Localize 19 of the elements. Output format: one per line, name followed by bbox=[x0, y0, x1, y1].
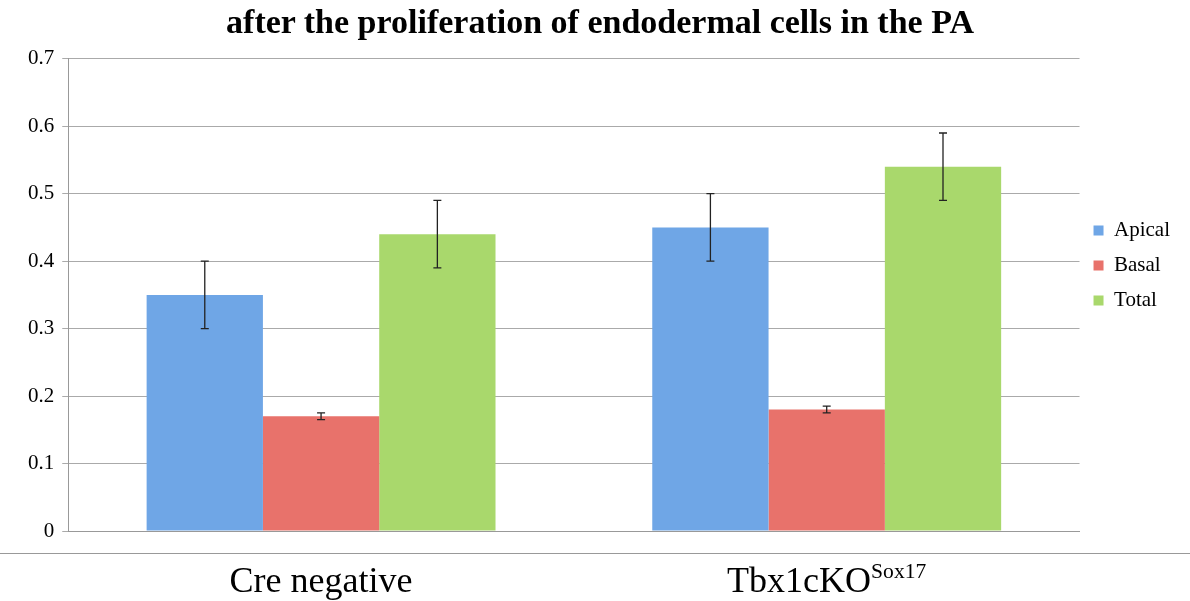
y-tick-label: 0 bbox=[43, 517, 55, 542]
y-tick-label: 0.6 bbox=[28, 112, 55, 137]
y-tick-label: 0.7 bbox=[28, 45, 55, 70]
chart-title: after the proliferation of endodermal cells in the PA bbox=[226, 3, 975, 41]
y-tick-label: 0.3 bbox=[28, 315, 55, 340]
legend-label: Basal bbox=[1114, 252, 1161, 277]
legend-label: Apical bbox=[1114, 217, 1171, 242]
legend-label: Total bbox=[1114, 287, 1158, 312]
bar bbox=[379, 234, 496, 531]
bar bbox=[652, 227, 769, 531]
y-tick-label: 0.1 bbox=[28, 450, 55, 475]
y-tick-label: 0.2 bbox=[28, 382, 55, 407]
y-tick-label: 0.4 bbox=[28, 247, 55, 272]
y-tick-label: 0.5 bbox=[28, 180, 55, 205]
bar bbox=[768, 409, 885, 531]
bar bbox=[146, 294, 263, 531]
bar bbox=[262, 416, 380, 531]
bar bbox=[884, 166, 1002, 531]
x-tick-label: Cre negative bbox=[229, 560, 413, 600]
